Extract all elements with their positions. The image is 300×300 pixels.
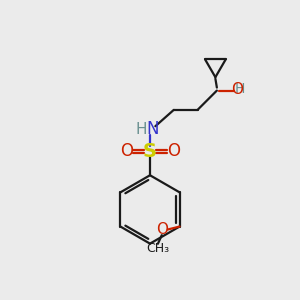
Text: O: O [231,82,243,97]
Text: H: H [135,122,147,137]
Text: CH₃: CH₃ [146,242,170,255]
Text: O: O [120,142,133,160]
Text: S: S [143,142,157,161]
Text: O: O [156,222,168,237]
Text: H: H [235,82,245,96]
Text: N: N [147,120,159,138]
Text: O: O [167,142,180,160]
